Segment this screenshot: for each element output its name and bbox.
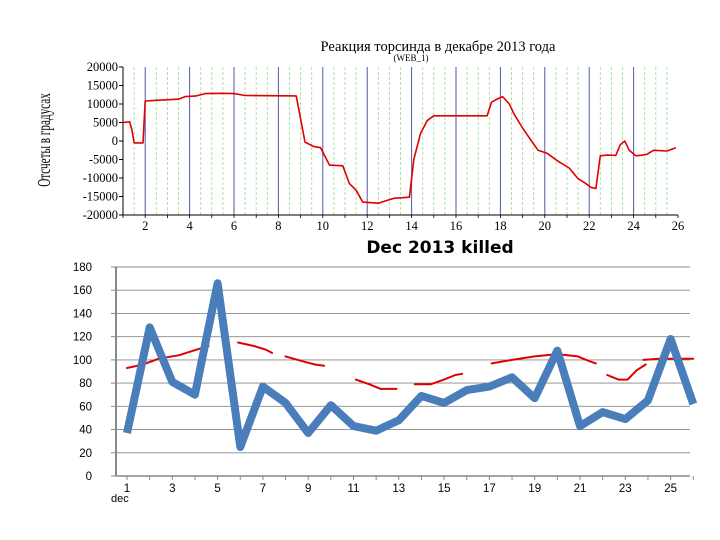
y-tick-label: -5000 <box>89 153 118 167</box>
series-line <box>122 92 677 204</box>
trend-segment <box>642 357 695 361</box>
killed-chart: Dec 2013 killed 0 20 40 60 80 100 120 140 160 180… <box>73 238 698 505</box>
y-tick-label: 40 <box>79 425 92 437</box>
x-tick-label: 21 <box>574 483 587 495</box>
torsion-chart: Реакция торсинда в декабре 2013 года (WE… <box>36 39 685 233</box>
x-tick-label: 16 <box>450 219 463 233</box>
x-tick-label: 6 <box>231 219 237 233</box>
torsion-chart-y-axis-label: Отсчеты в градусах <box>36 93 55 187</box>
x-tick-label: 4 <box>186 219 193 233</box>
x-tick-label: 22 <box>583 219 596 233</box>
y-tick-label: 160 <box>73 285 92 297</box>
trend-segment <box>606 363 647 381</box>
y-tick-label: 0 <box>86 471 92 483</box>
x-tick-label: 18 <box>494 219 507 233</box>
trend-segment <box>490 353 597 365</box>
x-tick-label: 7 <box>260 483 266 495</box>
x-tick-label: 5 <box>214 483 220 495</box>
killed-chart-title: Dec 2013 killed <box>366 238 513 258</box>
x-tick-label: 15 <box>438 483 451 495</box>
x-tick-label: 17 <box>483 483 496 495</box>
y-tick-label: 10000 <box>87 97 118 111</box>
torsion-chart-title: Реакция торсинда в декабре 2013 года <box>321 39 556 55</box>
x-tick-label: 14 <box>405 219 418 233</box>
y-tick-label: -20000 <box>83 208 118 222</box>
x-tick-label: 10 <box>317 219 330 233</box>
x-tick-label: 2 <box>142 219 148 233</box>
x-tick-label: 20 <box>539 219 552 233</box>
y-tick-label: -10000 <box>83 171 118 185</box>
y-tick-label: 80 <box>79 378 92 390</box>
x-tick-label: 19 <box>528 483 541 495</box>
y-tick-label: 100 <box>73 355 92 367</box>
trend-segment <box>284 355 326 367</box>
y-tick-label: -15000 <box>83 190 118 204</box>
trend-segment <box>354 378 398 390</box>
x-tick-label: 8 <box>275 219 281 233</box>
y-tick-label: 20 <box>79 448 92 460</box>
y-tick-label: 60 <box>79 401 92 413</box>
y-tick-label: 5000 <box>93 116 118 130</box>
y-tick-label: 140 <box>73 308 92 320</box>
killed-chart-x-axis-label: dec <box>111 493 129 505</box>
trend-segment <box>237 341 273 354</box>
killed-series-line <box>123 279 698 451</box>
x-tick-label: 24 <box>627 219 640 233</box>
y-tick-label: 180 <box>73 262 92 274</box>
y-tick-label: 0 <box>112 134 118 148</box>
y-tick-label: 20000 <box>87 60 118 74</box>
trend-segment <box>413 372 464 386</box>
y-tick-label: 15000 <box>87 79 118 93</box>
x-tick-label: 9 <box>305 483 311 495</box>
torsion-chart-subtitle: (WEB_1) <box>394 53 429 63</box>
x-tick-label: 3 <box>169 483 175 495</box>
x-tick-label: 23 <box>619 483 632 495</box>
x-tick-label: 25 <box>664 483 677 495</box>
y-tick-label: 120 <box>73 332 92 344</box>
x-tick-label: 12 <box>361 219 374 233</box>
x-tick-label: 26 <box>672 219 685 233</box>
x-tick-label: 1 <box>124 483 130 495</box>
x-tick-label: 13 <box>392 483 405 495</box>
x-tick-label: 11 <box>348 483 360 495</box>
